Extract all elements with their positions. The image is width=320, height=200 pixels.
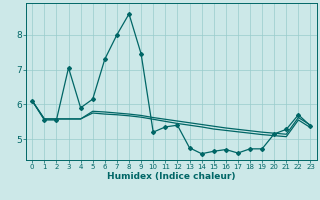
X-axis label: Humidex (Indice chaleur): Humidex (Indice chaleur) xyxy=(107,172,236,181)
